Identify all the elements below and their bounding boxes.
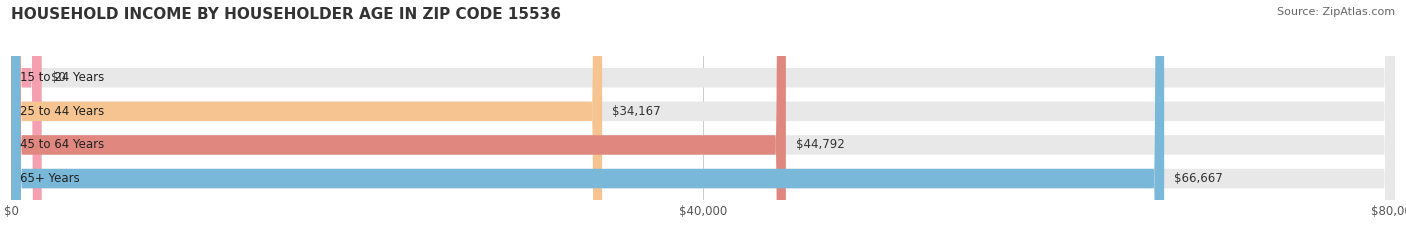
FancyBboxPatch shape <box>11 0 1395 233</box>
Text: Source: ZipAtlas.com: Source: ZipAtlas.com <box>1277 7 1395 17</box>
FancyBboxPatch shape <box>11 0 1395 233</box>
Text: 15 to 24 Years: 15 to 24 Years <box>20 71 104 84</box>
Text: $34,167: $34,167 <box>612 105 661 118</box>
FancyBboxPatch shape <box>11 0 786 233</box>
FancyBboxPatch shape <box>11 0 602 233</box>
Text: $66,667: $66,667 <box>1174 172 1223 185</box>
FancyBboxPatch shape <box>11 0 42 233</box>
FancyBboxPatch shape <box>11 0 1395 233</box>
FancyBboxPatch shape <box>11 0 1395 233</box>
Text: $0: $0 <box>52 71 66 84</box>
Text: HOUSEHOLD INCOME BY HOUSEHOLDER AGE IN ZIP CODE 15536: HOUSEHOLD INCOME BY HOUSEHOLDER AGE IN Z… <box>11 7 561 22</box>
Text: 65+ Years: 65+ Years <box>20 172 79 185</box>
Text: 25 to 44 Years: 25 to 44 Years <box>20 105 104 118</box>
FancyBboxPatch shape <box>11 0 1164 233</box>
Text: 45 to 64 Years: 45 to 64 Years <box>20 138 104 151</box>
Text: $44,792: $44,792 <box>796 138 845 151</box>
